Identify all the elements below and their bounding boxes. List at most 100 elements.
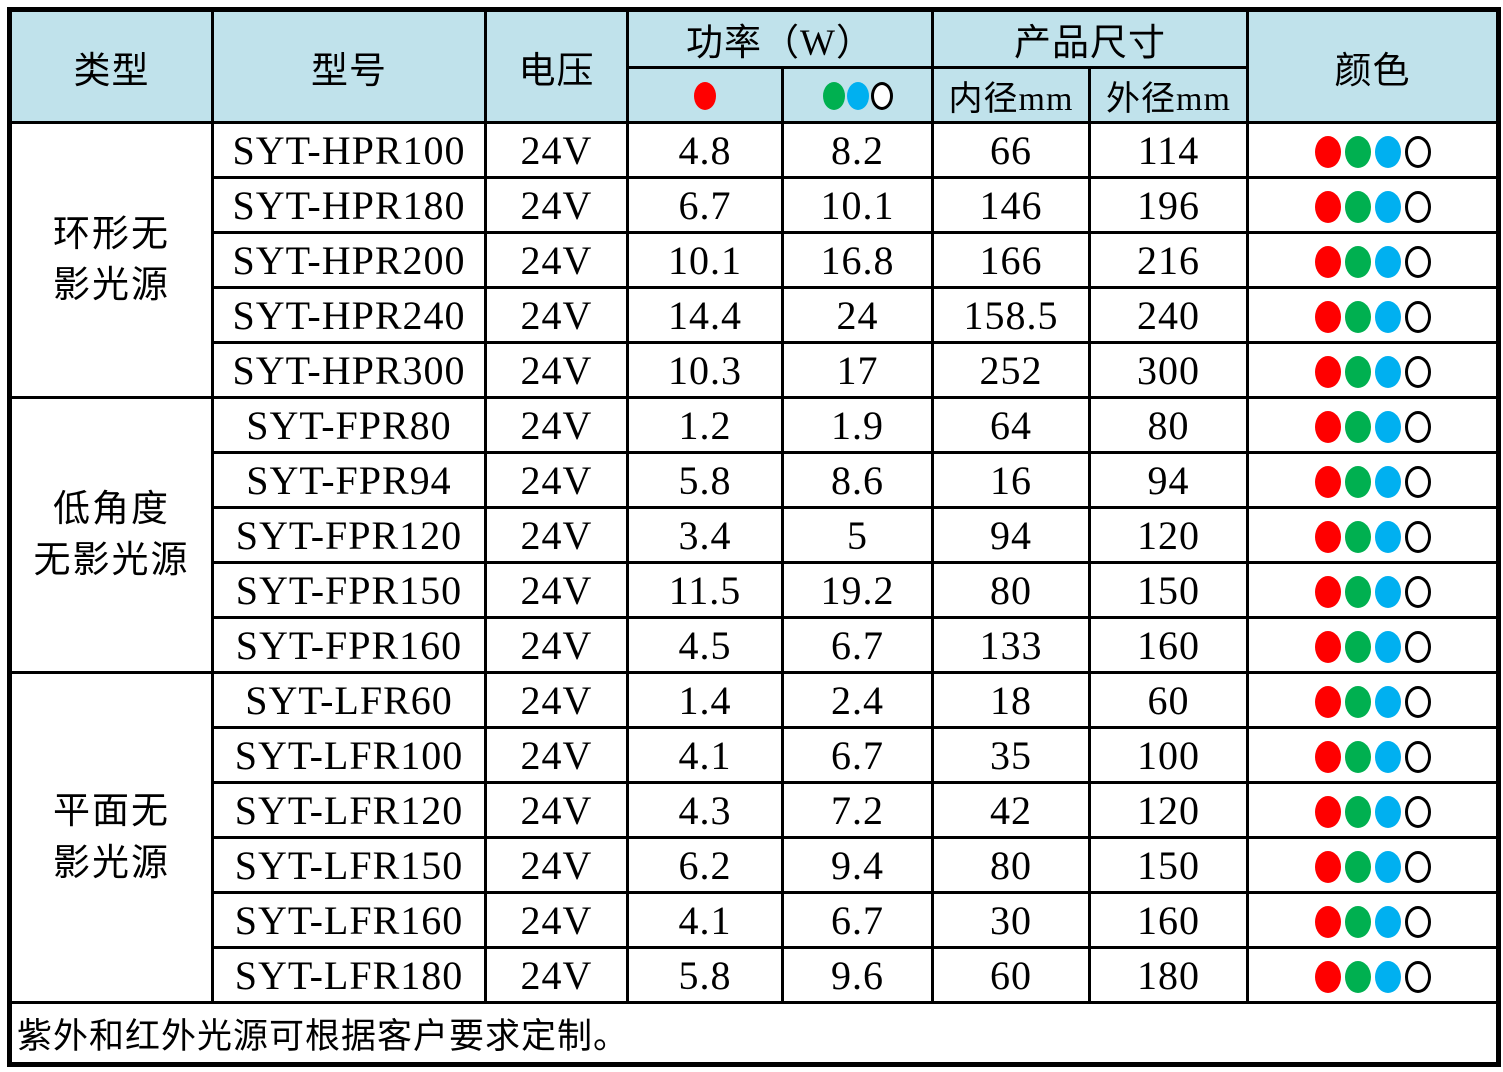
blue-dot-icon bbox=[1374, 301, 1401, 334]
red-dot-icon bbox=[1314, 906, 1341, 939]
power-multi-cell: 9.4 bbox=[781, 836, 934, 894]
white-dot-icon bbox=[1404, 246, 1431, 279]
power-multi-cell: 7.2 bbox=[781, 781, 934, 839]
table-row: SYT-FPR120 24V 3.4 5 94 120 bbox=[10, 506, 1500, 564]
power-red-cell: 4.1 bbox=[626, 726, 784, 784]
header-voltage: 电压 bbox=[484, 8, 629, 124]
category-cell: 低角度 无影光源 bbox=[8, 396, 214, 674]
table-row: SYT-FPR94 24V 5.8 8.6 16 94 bbox=[10, 451, 1500, 509]
voltage-cell: 24V bbox=[484, 451, 629, 509]
green-dot-icon bbox=[1344, 191, 1371, 224]
color-dots-cell bbox=[1246, 231, 1500, 289]
inner-diameter-cell: 166 bbox=[931, 231, 1091, 289]
green-dot-icon bbox=[1344, 356, 1371, 389]
inner-diameter-cell: 30 bbox=[931, 891, 1091, 949]
inner-diameter-cell: 42 bbox=[931, 781, 1091, 839]
table-row: 平面无 影光源 SYT-LFR60 24V 1.4 2.4 18 60 bbox=[8, 671, 1500, 1004]
model-cell: SYT-LFR180 bbox=[211, 946, 487, 1004]
voltage-cell: 24V bbox=[484, 561, 629, 619]
red-dot-icon bbox=[1314, 851, 1341, 884]
white-dot-icon bbox=[1404, 301, 1431, 334]
power-red-cell: 1.2 bbox=[626, 396, 784, 454]
power-multi-cell: 8.2 bbox=[781, 121, 934, 179]
table-row: SYT-HPR180 24V 6.7 10.1 146 196 bbox=[10, 176, 1500, 234]
table-footer: 紫外和红外光源可根据客户要求定制。 bbox=[8, 1001, 1500, 1066]
inner-diameter-cell: 80 bbox=[931, 836, 1091, 894]
power-multi-cell: 24 bbox=[781, 286, 934, 344]
voltage-cell: 24V bbox=[484, 396, 629, 454]
blue-dot-icon bbox=[1374, 961, 1401, 994]
power-red-cell: 6.2 bbox=[626, 836, 784, 894]
header-type: 类型 bbox=[8, 8, 214, 124]
green-dot-icon bbox=[1344, 466, 1371, 499]
color-dots-cell bbox=[1246, 176, 1500, 234]
header-power-red bbox=[626, 66, 784, 124]
green-dot-icon bbox=[1344, 411, 1371, 444]
category-cell: 环形无 影光源 bbox=[8, 121, 214, 399]
white-dot-icon bbox=[1404, 466, 1431, 499]
model-cell: SYT-FPR160 bbox=[211, 616, 487, 674]
header-power-multi bbox=[781, 66, 934, 124]
white-dot-icon bbox=[1404, 191, 1431, 224]
outer-diameter-cell: 60 bbox=[1088, 671, 1249, 729]
blue-dot-icon bbox=[1374, 191, 1401, 224]
outer-diameter-cell: 240 bbox=[1088, 286, 1249, 344]
voltage-cell: 24V bbox=[484, 506, 629, 564]
green-dot-icon bbox=[1344, 631, 1371, 664]
color-dots-cell bbox=[1246, 451, 1500, 509]
color-dots-cell bbox=[1246, 286, 1500, 344]
blue-dot-icon bbox=[1374, 521, 1401, 554]
model-cell: SYT-HPR300 bbox=[211, 341, 487, 399]
red-dot-icon bbox=[1314, 521, 1341, 554]
power-red-cell: 10.1 bbox=[626, 231, 784, 289]
model-cell: SYT-FPR94 bbox=[211, 451, 487, 509]
green-dot-icon bbox=[1344, 246, 1371, 279]
green-dot-icon bbox=[822, 82, 845, 111]
header-size: 产品尺寸 bbox=[931, 8, 1249, 69]
red-dot-icon bbox=[1314, 576, 1341, 609]
red-dot-icon bbox=[1314, 246, 1341, 279]
outer-diameter-cell: 150 bbox=[1088, 561, 1249, 619]
outer-diameter-cell: 216 bbox=[1088, 231, 1249, 289]
voltage-cell: 24V bbox=[484, 121, 629, 179]
blue-dot-icon bbox=[1374, 631, 1401, 664]
table-row: SYT-LFR180 24V 5.8 9.6 60 180 bbox=[10, 946, 1500, 1004]
model-cell: SYT-HPR180 bbox=[211, 176, 487, 234]
color-dots-cell bbox=[1246, 396, 1500, 454]
red-dot-icon bbox=[694, 82, 716, 111]
red-dot-icon bbox=[1314, 411, 1341, 444]
blue-dot-icon bbox=[1374, 796, 1401, 829]
inner-diameter-cell: 252 bbox=[931, 341, 1091, 399]
table-row: SYT-HPR240 24V 14.4 24 158.5 240 bbox=[10, 286, 1500, 344]
color-dots-cell bbox=[1246, 726, 1500, 784]
green-dot-icon bbox=[1344, 906, 1371, 939]
power-red-cell: 5.8 bbox=[626, 946, 784, 1004]
voltage-cell: 24V bbox=[484, 726, 629, 784]
table-row: SYT-HPR300 24V 10.3 17 252 300 bbox=[10, 341, 1500, 399]
color-dots-cell bbox=[1246, 836, 1500, 894]
power-red-cell: 3.4 bbox=[626, 506, 784, 564]
color-dots-cell bbox=[1246, 616, 1500, 674]
red-dot-icon bbox=[1314, 191, 1341, 224]
red-dot-icon bbox=[1314, 631, 1341, 664]
inner-diameter-cell: 60 bbox=[931, 946, 1091, 1004]
color-dots-cell bbox=[1246, 671, 1500, 729]
green-dot-icon bbox=[1344, 796, 1371, 829]
blue-dot-icon bbox=[1374, 246, 1401, 279]
power-red-cell: 6.7 bbox=[626, 176, 784, 234]
inner-diameter-cell: 80 bbox=[931, 561, 1091, 619]
inner-diameter-cell: 133 bbox=[931, 616, 1091, 674]
category-cell: 平面无 影光源 bbox=[8, 671, 214, 1004]
green-dot-icon bbox=[1344, 521, 1371, 554]
power-multi-cell: 1.9 bbox=[781, 396, 934, 454]
red-dot-icon bbox=[1314, 466, 1341, 499]
inner-diameter-cell: 66 bbox=[931, 121, 1091, 179]
red-dot-icon bbox=[1314, 961, 1341, 994]
color-dots-cell bbox=[1246, 561, 1500, 619]
white-dot-icon bbox=[1404, 851, 1431, 884]
model-cell: SYT-FPR120 bbox=[211, 506, 487, 564]
outer-diameter-cell: 150 bbox=[1088, 836, 1249, 894]
header-inner-diameter: 内径mm bbox=[931, 66, 1091, 124]
model-cell: SYT-HPR240 bbox=[211, 286, 487, 344]
red-dot-icon bbox=[1314, 741, 1341, 774]
